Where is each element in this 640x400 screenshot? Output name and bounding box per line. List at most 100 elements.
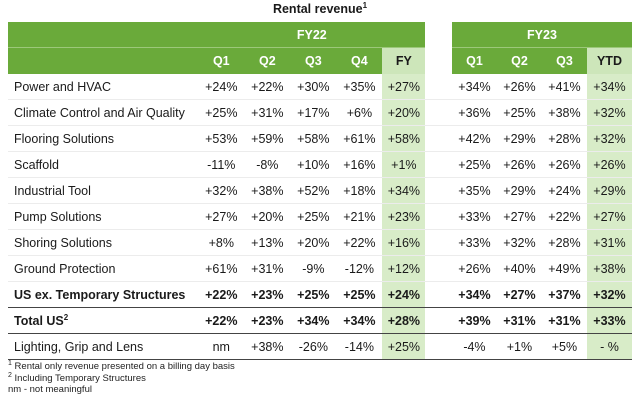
- cell-fy23-q3: +28%: [541, 125, 587, 152]
- cell-fy22-q2: -8%: [244, 151, 291, 178]
- cell-gap: [425, 281, 452, 308]
- table-row: Power and HVAC +24% +22% +30% +35% +27% +34% +2…: [8, 74, 632, 100]
- footnote-text: Including Temporary Structures: [14, 372, 146, 384]
- column-header-label-blank: [8, 47, 199, 74]
- cell-gap: [425, 177, 452, 204]
- cell-fy23-q2: +32%: [496, 229, 542, 256]
- table-row: Pump Solutions +27% +20% +25% +21% +23% +33% +2…: [8, 203, 632, 230]
- footnote-line: 1 Rental only revenue presented on a bil…: [8, 360, 235, 373]
- table-row: Scaffold -11% -8% +10% +16% +1% +25% +26% +26% +2…: [8, 151, 632, 178]
- cell-fy22-q2: +23%: [244, 307, 291, 334]
- cell-fy22-q1: +8%: [198, 229, 245, 256]
- table-row: Shoring Solutions +8% +13% +20% +22% +16% +33%…: [8, 229, 632, 256]
- cell-fy22-q4: +61%: [336, 125, 383, 152]
- cell-fy23-q3: +37%: [541, 281, 587, 308]
- cell-fy23-ytd: +33%: [586, 307, 632, 334]
- cell-fy22-fy: +27%: [382, 74, 426, 100]
- cell-fy22-q3: +20%: [290, 229, 337, 256]
- footnote-line: 2 Including Temporary Structures: [8, 371, 235, 385]
- title-footnote-mark: 1: [362, 0, 368, 10]
- cell-fy22-q4: -12%: [336, 255, 383, 282]
- cell-fy22-q4: -14%: [336, 333, 383, 360]
- cell-gap: [425, 203, 452, 230]
- cell-fy22-q4: +16%: [336, 151, 383, 178]
- cell-fy22-q1: +22%: [198, 281, 245, 308]
- cell-fy22-q1: +61%: [198, 255, 245, 282]
- row-label-text: Ground Protection: [14, 261, 116, 276]
- cell-fy22-q1: +53%: [198, 125, 245, 152]
- cell-gap: [425, 229, 452, 256]
- cell-fy22-fy: +16%: [382, 229, 426, 256]
- row-label: Industrial Tool: [8, 177, 199, 204]
- row-label: US ex. Temporary Structures: [8, 281, 199, 308]
- cell-fy22-q2: +31%: [244, 255, 291, 282]
- cell-fy22-q4: +21%: [336, 203, 383, 230]
- cell-fy23-q3: +28%: [541, 229, 587, 256]
- row-label: Lighting, Grip and Lens: [8, 333, 199, 360]
- cell-fy23-q2: +25%: [496, 99, 542, 126]
- group-fy22: FY22: [198, 22, 426, 48]
- cell-fy22-q2: +22%: [244, 74, 291, 100]
- cell-fy22-q3: +58%: [290, 125, 337, 152]
- cell-fy22-q3: +52%: [290, 177, 337, 204]
- rental-revenue-table: FY22 FY23 Q1 Q2 Q3 Q4 FY Q1 Q2 Q3 YTD Power and …: [8, 22, 632, 360]
- footnote-text: Rental only revenue presented on a billi…: [14, 361, 235, 372]
- cell-fy22-q3: -26%: [290, 333, 337, 360]
- row-label-text: US ex. Temporary Structures: [14, 287, 186, 302]
- title-text: Rental revenue: [272, 2, 363, 16]
- cell-fy22-q3: +34%: [290, 307, 337, 334]
- cell-fy22-fy: +24%: [382, 281, 426, 308]
- cell-fy23-q2: +40%: [496, 255, 542, 282]
- cell-fy23-q2: +29%: [496, 125, 542, 152]
- cell-fy23-q3: +41%: [541, 74, 587, 100]
- row-label-text: Shoring Solutions: [14, 235, 112, 250]
- cell-fy23-q1: +33%: [451, 229, 497, 256]
- row-label-text: Pump Solutions: [14, 209, 102, 224]
- footnote-mark: 2: [8, 371, 12, 379]
- cell-fy23-ytd: +34%: [586, 74, 632, 100]
- cell-gap: [425, 99, 452, 126]
- cell-fy23-q3: +24%: [541, 177, 587, 204]
- cell-fy22-fy: +1%: [382, 151, 426, 178]
- cell-fy22-q1: +25%: [198, 99, 245, 126]
- cell-fy22-fy: +28%: [382, 307, 426, 334]
- cell-fy22-q3: +10%: [290, 151, 337, 178]
- cell-fy23-q1: +35%: [451, 177, 497, 204]
- cell-gap: [425, 151, 452, 178]
- cell-fy23-ytd: +32%: [586, 99, 632, 126]
- cell-fy22-q3: +25%: [290, 203, 337, 230]
- cell-fy23-q2: +26%: [496, 151, 542, 178]
- cell-fy23-q3: +38%: [541, 99, 587, 126]
- cell-fy23-q1: +25%: [451, 151, 497, 178]
- column-header-fy23-ytd: YTD: [586, 47, 632, 74]
- column-header-fy22-q3: Q3: [290, 47, 337, 74]
- cell-gap: [425, 307, 452, 334]
- table-row: Lighting, Grip and Lens nm +38% -26% -14% +25…: [8, 333, 632, 360]
- cell-fy23-ytd: - %: [586, 333, 632, 360]
- cell-fy23-ytd: +38%: [586, 255, 632, 282]
- cell-fy22-q1: +22%: [198, 307, 245, 334]
- cell-fy22-q2: +20%: [244, 203, 291, 230]
- cell-fy22-fy: +12%: [382, 255, 426, 282]
- label-header-blank: [8, 22, 199, 48]
- footnote-text: nm - not meaningful: [8, 384, 92, 395]
- cell-fy22-q4: +25%: [336, 281, 383, 308]
- cell-fy23-q1: +36%: [451, 99, 497, 126]
- row-label: Pump Solutions: [8, 203, 199, 230]
- row-label-text: Total US: [14, 313, 64, 328]
- row-label-text: Flooring Solutions: [14, 131, 115, 146]
- cell-fy23-q3: +26%: [541, 151, 587, 178]
- cell-fy23-q2: +27%: [496, 281, 542, 308]
- column-header-fy23-q3: Q3: [541, 47, 587, 74]
- row-label: Power and HVAC: [8, 74, 199, 100]
- cell-fy22-q2: +59%: [244, 125, 291, 152]
- cell-gap: [425, 333, 452, 360]
- table-title: Rental revenue1: [0, 0, 640, 17]
- row-label: Shoring Solutions: [8, 229, 199, 256]
- row-label-text: Industrial Tool: [14, 183, 91, 198]
- cell-fy22-q4: +6%: [336, 99, 383, 126]
- cell-fy22-q2: +31%: [244, 99, 291, 126]
- row-label: Scaffold: [8, 151, 199, 178]
- table-row: Ground Protection +61% +31% -9% -12% +12% +26%…: [8, 255, 632, 282]
- cell-fy22-q1: nm: [198, 333, 245, 360]
